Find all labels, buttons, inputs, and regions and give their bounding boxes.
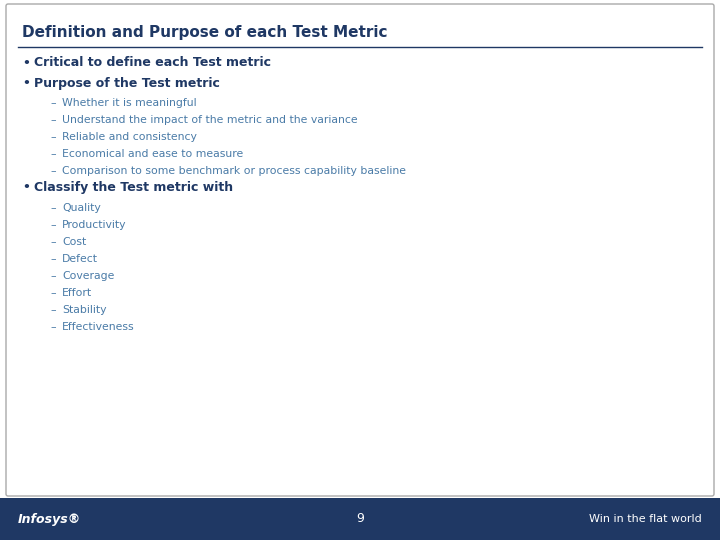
Text: Cost: Cost <box>62 237 86 247</box>
Text: –: – <box>50 288 55 298</box>
Text: –: – <box>50 305 55 315</box>
Text: Purpose of the Test metric: Purpose of the Test metric <box>34 77 220 90</box>
Text: Quality: Quality <box>62 203 101 213</box>
Text: –: – <box>50 220 55 230</box>
Text: 9: 9 <box>356 512 364 525</box>
Text: –: – <box>50 149 55 159</box>
Text: –: – <box>50 132 55 142</box>
Text: Comparison to some benchmark or process capability baseline: Comparison to some benchmark or process … <box>62 166 406 176</box>
Text: Coverage: Coverage <box>62 271 114 281</box>
Text: •: • <box>22 181 30 194</box>
Text: •: • <box>22 57 30 70</box>
Text: Classify the Test metric with: Classify the Test metric with <box>34 181 233 194</box>
Text: Critical to define each Test metric: Critical to define each Test metric <box>34 57 271 70</box>
Text: –: – <box>50 203 55 213</box>
Text: Economical and ease to measure: Economical and ease to measure <box>62 149 243 159</box>
Bar <box>0 498 720 540</box>
Text: Whether it is meaningful: Whether it is meaningful <box>62 98 197 108</box>
Text: –: – <box>50 271 55 281</box>
Text: Reliable and consistency: Reliable and consistency <box>62 132 197 142</box>
Text: Effectiveness: Effectiveness <box>62 322 135 332</box>
Text: –: – <box>50 166 55 176</box>
FancyBboxPatch shape <box>6 4 714 496</box>
Text: Understand the impact of the metric and the variance: Understand the impact of the metric and … <box>62 115 358 125</box>
Text: Stability: Stability <box>62 305 107 315</box>
Text: –: – <box>50 98 55 108</box>
Text: Infosys®: Infosys® <box>18 512 81 525</box>
Text: Productivity: Productivity <box>62 220 127 230</box>
Text: Win in the flat world: Win in the flat world <box>589 514 702 524</box>
Text: –: – <box>50 115 55 125</box>
Text: –: – <box>50 322 55 332</box>
Text: Definition and Purpose of each Test Metric: Definition and Purpose of each Test Metr… <box>22 24 387 39</box>
Text: •: • <box>22 77 30 90</box>
Text: Effort: Effort <box>62 288 92 298</box>
Text: –: – <box>50 237 55 247</box>
Text: –: – <box>50 254 55 264</box>
Text: Defect: Defect <box>62 254 98 264</box>
